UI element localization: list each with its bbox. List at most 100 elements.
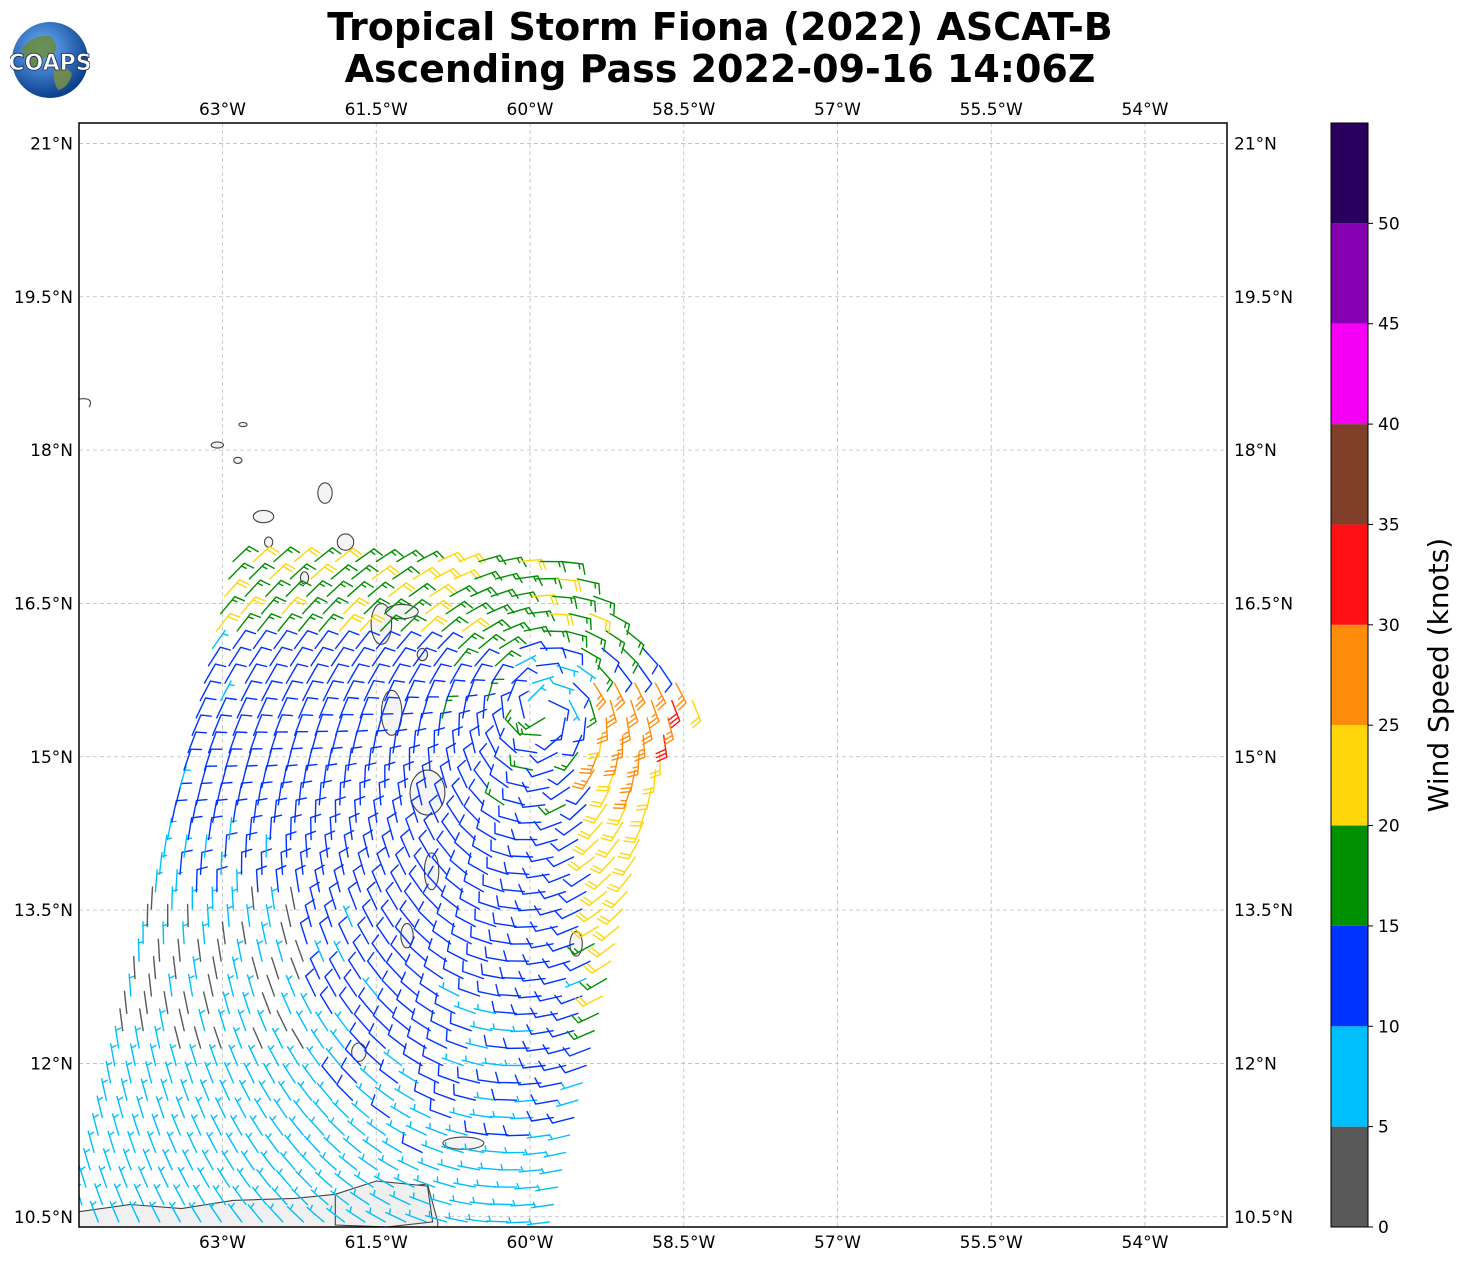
wind-barb — [239, 1080, 251, 1101]
wind-barb — [522, 1148, 546, 1156]
wind-barb — [400, 696, 420, 719]
wind-barb — [558, 891, 587, 904]
wind-barb — [429, 1193, 452, 1206]
wind-barb — [510, 1200, 534, 1207]
wind-barb — [537, 889, 567, 900]
wind-barb — [626, 630, 645, 656]
wind-barb — [530, 1094, 559, 1105]
wind-barb — [368, 1023, 386, 1049]
wind-barb — [562, 873, 591, 887]
wind-barb — [336, 1074, 354, 1101]
wind-barb — [355, 548, 383, 563]
wind-barb — [498, 636, 527, 650]
wind-barb — [530, 1201, 555, 1209]
lat-tick-label-right: 21°N — [1234, 134, 1277, 154]
wind-barb — [560, 647, 584, 666]
wind-barb — [186, 903, 189, 928]
wind-barb — [354, 1171, 374, 1188]
wind-barb — [281, 992, 292, 1015]
colorbar-segment — [1331, 424, 1368, 525]
wind-barb — [437, 631, 464, 650]
lat-tick-label-right: 18°N — [1234, 441, 1277, 461]
wind-barb — [265, 747, 283, 771]
wind-barb — [538, 1060, 567, 1072]
wind-barb — [566, 1030, 595, 1041]
wind-barb — [271, 957, 280, 980]
lon-tick-label-top: 54°W — [1122, 100, 1169, 120]
wind-barb — [236, 612, 261, 632]
wind-barb — [425, 1210, 448, 1223]
wind-barb — [405, 1209, 427, 1223]
wind-barb — [314, 1169, 333, 1188]
wind-barb — [546, 856, 575, 868]
wind-barb — [351, 729, 369, 754]
wind-barb — [530, 921, 558, 932]
wind-barb — [133, 955, 136, 980]
wind-barb — [228, 646, 252, 667]
wind-barb — [348, 812, 360, 841]
wind-barb — [248, 1044, 259, 1067]
wind-barb — [289, 814, 302, 841]
wind-barb — [469, 1020, 493, 1032]
wind-barb — [421, 696, 440, 719]
wind-barb — [359, 696, 380, 719]
wind-barb — [201, 921, 209, 945]
wind-barb — [433, 647, 458, 667]
wind-barb — [225, 1132, 239, 1154]
wind-barb — [129, 1201, 140, 1223]
wind-barb — [429, 1098, 452, 1119]
wind-barb — [380, 696, 400, 719]
wind-barb — [526, 1218, 550, 1226]
wind-barb — [552, 595, 578, 610]
wind-barb — [347, 951, 362, 980]
colorbar-segment — [1331, 1126, 1368, 1227]
wind-barb — [168, 1201, 181, 1223]
wind-barb — [383, 1049, 403, 1067]
lat-tick-label-right: 16.5°N — [1234, 594, 1293, 614]
wind-barb — [193, 1026, 202, 1049]
wind-barb — [462, 617, 490, 632]
wind-barb — [244, 748, 263, 771]
wind-barb — [98, 1165, 108, 1188]
wind-barb — [371, 864, 382, 893]
colorbar-tick-label: 10 — [1378, 1017, 1400, 1037]
colorbar-tick-label: 5 — [1378, 1118, 1389, 1138]
wind-barb — [168, 973, 175, 997]
wind-barb — [490, 663, 514, 684]
wind-barb — [306, 1204, 325, 1223]
wind-barb — [273, 546, 301, 563]
wind-barb — [489, 1110, 513, 1119]
wind-barb — [612, 786, 632, 809]
wind-barb — [127, 1130, 136, 1154]
wind-barb — [236, 781, 253, 806]
wind-barb — [107, 1130, 116, 1154]
wind-barb — [96, 1095, 104, 1119]
wind-barb — [579, 752, 599, 774]
wind-barb — [538, 974, 567, 985]
wind-barb — [547, 769, 575, 786]
wind-barb — [462, 960, 485, 980]
wind-barb — [668, 699, 681, 729]
wind-barb — [634, 682, 646, 711]
wind-barb — [579, 891, 608, 907]
wind-barb — [589, 613, 611, 634]
wind-barb — [539, 647, 567, 659]
wind-barb — [373, 1172, 395, 1188]
wind-barb — [237, 1009, 247, 1032]
wind-barb — [277, 697, 299, 719]
figure-title-line2: Ascending Pass 2022-09-16 14:06Z — [344, 47, 1096, 91]
wind-barb — [535, 734, 562, 751]
wind-barb — [423, 955, 444, 980]
wind-barb — [146, 903, 149, 928]
wind-barb — [240, 764, 258, 789]
wind-barb — [376, 916, 390, 945]
wind-barb — [379, 1059, 399, 1084]
wind-barb — [388, 745, 402, 771]
colorbar-tick-label: 0 — [1378, 1218, 1389, 1238]
wind-barb — [436, 830, 452, 858]
wind-barb — [221, 1149, 235, 1171]
wind-barb — [326, 746, 343, 771]
wind-barb — [560, 560, 586, 575]
colorbar-segment — [1331, 624, 1368, 726]
wind-barb — [257, 697, 278, 719]
